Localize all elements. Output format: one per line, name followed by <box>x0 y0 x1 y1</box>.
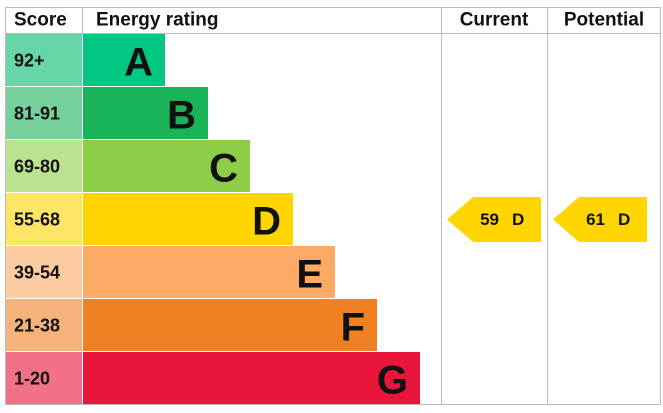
score-cell <box>6 87 82 139</box>
rating-bar <box>83 193 293 245</box>
potential-rating: D <box>618 210 630 229</box>
score-cell <box>6 299 82 351</box>
rating-bar <box>83 299 377 351</box>
rating-letter: D <box>252 200 281 244</box>
header-score: Score <box>14 10 67 31</box>
score-cell <box>6 352 82 404</box>
rating-letter: C <box>209 147 238 191</box>
score-label: 39-54 <box>14 263 60 283</box>
potential-value: 61 <box>586 210 605 229</box>
score-label: 69-80 <box>14 157 60 177</box>
header-rating: Energy rating <box>96 10 218 31</box>
score-cell <box>6 246 82 298</box>
rating-letter: A <box>124 41 153 85</box>
current-value: 59 <box>480 210 499 229</box>
rating-bar <box>83 140 250 192</box>
current-rating: D <box>512 210 524 229</box>
score-label: 1-20 <box>14 369 50 389</box>
rating-bar <box>83 352 420 404</box>
score-cell <box>6 34 82 86</box>
rating-bar <box>83 34 165 86</box>
rating-letter: B <box>167 94 196 138</box>
header-current: Current <box>460 10 529 31</box>
score-cell <box>6 140 82 192</box>
header-potential: Potential <box>564 10 644 31</box>
rating-bar <box>83 87 208 139</box>
score-label: 55-68 <box>14 210 60 230</box>
score-cell <box>6 193 82 245</box>
frame <box>5 7 661 405</box>
potential-arrow <box>553 197 647 242</box>
rating-letter: F <box>341 306 365 350</box>
rating-letter: G <box>377 359 408 403</box>
rating-bar <box>83 246 335 298</box>
score-label: 21-38 <box>14 316 60 336</box>
current-arrow <box>447 197 541 242</box>
rating-letter: E <box>296 253 323 297</box>
score-label: 81-91 <box>14 104 60 124</box>
score-label: 92+ <box>14 51 45 71</box>
